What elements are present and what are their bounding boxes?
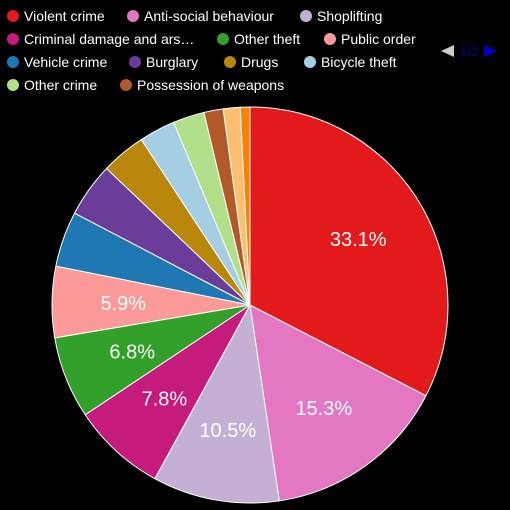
pie-label-criminal-damage-and-ars: 7.8% xyxy=(142,388,188,410)
legend-swatch xyxy=(129,56,141,68)
legend-swatch xyxy=(300,10,312,22)
legend-item-possession-of-weapons[interactable]: Possession of weapons xyxy=(120,77,284,93)
pie-slice-shoplifting[interactable] xyxy=(154,303,280,504)
pie-label-violent-crime: 33.1% xyxy=(330,229,387,251)
legend-item-anti-social-behaviour[interactable]: Anti-social behaviour xyxy=(127,8,274,24)
pie-label-shoplifting: 10.5% xyxy=(199,420,256,442)
pie-slice-other-13[interactable] xyxy=(239,106,251,306)
pie-slice-violent-crime[interactable] xyxy=(249,106,449,397)
legend: Violent crime Anti-social behaviour Shopli… xyxy=(7,8,416,93)
pie-labels: 33.1% 15.3% 10.5% 7.8% 6.8% 5.9% xyxy=(101,229,387,442)
legend-item-other-crime[interactable]: Other crime xyxy=(7,77,97,93)
legend-label: Shoplifting xyxy=(317,8,382,24)
legend-item-other-theft[interactable]: Other theft xyxy=(217,31,300,47)
legend-pager: 1/2 xyxy=(441,44,497,59)
page-indicator: 1/2 xyxy=(460,44,478,59)
legend-item-drugs[interactable]: Drugs xyxy=(224,54,278,70)
legend-label: Other crime xyxy=(24,77,97,93)
pie-slice-criminal-damage-and-ars[interactable] xyxy=(84,304,251,480)
pie-label-public-order: 5.9% xyxy=(101,293,147,315)
legend-label: Criminal damage and ars… xyxy=(24,31,194,47)
pie-slice-anti-social-behaviour[interactable] xyxy=(249,304,427,502)
legend-item-burglary[interactable]: Burglary xyxy=(129,54,198,70)
legend-swatch xyxy=(224,56,236,68)
pie-label-anti-social-behaviour: 15.3% xyxy=(295,398,352,420)
legend-label: Possession of weapons xyxy=(137,77,284,93)
legend-label: Vehicle crime xyxy=(24,54,107,70)
prev-page-icon[interactable] xyxy=(441,45,454,57)
next-page-icon[interactable] xyxy=(484,45,497,57)
pie-label-other-theft: 6.8% xyxy=(109,342,155,364)
legend-item-violent-crime[interactable]: Violent crime xyxy=(7,8,105,24)
legend-item-bicycle-theft[interactable]: Bicycle theft xyxy=(304,54,397,70)
legend-item-vehicle-crime[interactable]: Vehicle crime xyxy=(7,54,107,70)
legend-label: Drugs xyxy=(241,54,278,70)
legend-label: Violent crime xyxy=(24,8,105,24)
legend-label: Public order xyxy=(341,31,416,47)
legend-swatch xyxy=(127,10,139,22)
legend-swatch xyxy=(324,33,336,45)
legend-swatch xyxy=(7,79,19,91)
legend-swatch xyxy=(120,79,132,91)
legend-swatch xyxy=(304,56,316,68)
legend-item-public-order[interactable]: Public order xyxy=(324,31,416,47)
legend-item-shoplifting[interactable]: Shoplifting xyxy=(300,8,382,24)
legend-item-criminal-damage-and-ars[interactable]: Criminal damage and ars… xyxy=(7,31,194,47)
legend-swatch xyxy=(7,56,19,68)
legend-label: Burglary xyxy=(146,54,198,70)
legend-label: Other theft xyxy=(234,31,300,47)
legend-swatch xyxy=(7,33,19,45)
legend-swatch xyxy=(7,10,19,22)
legend-label: Anti-social behaviour xyxy=(144,8,274,24)
legend-label: Bicycle theft xyxy=(321,54,397,70)
pie-slices xyxy=(51,106,449,504)
legend-swatch xyxy=(217,33,229,45)
